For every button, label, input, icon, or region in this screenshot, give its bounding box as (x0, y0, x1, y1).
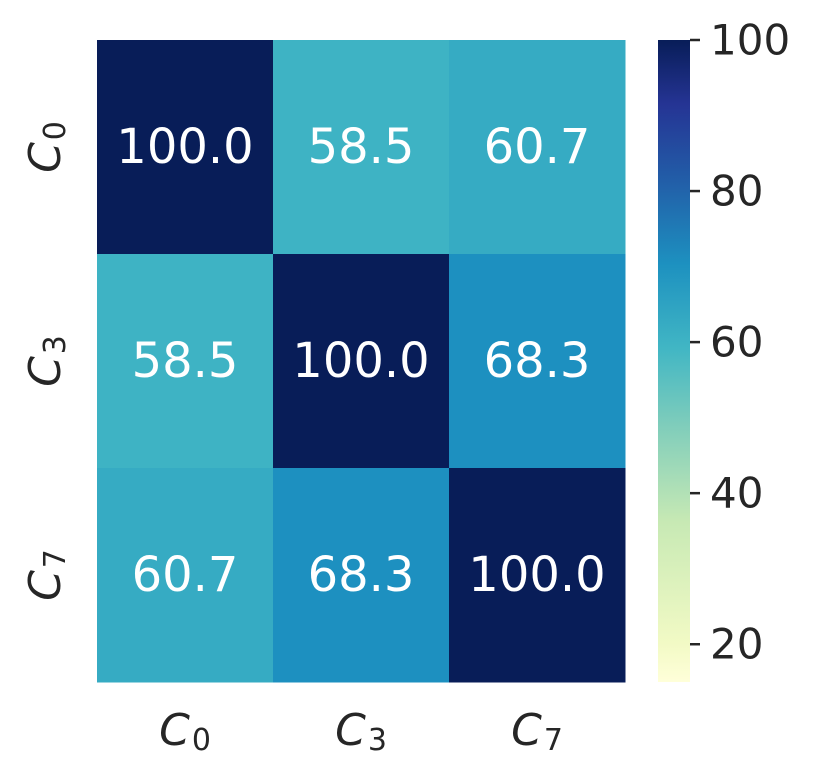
cell-value-label: 100.0 (116, 119, 253, 175)
heatmap-cell (97, 468, 274, 683)
colorbar-tick-label: 20 (710, 620, 763, 669)
cell-value-label: 100.0 (292, 333, 429, 389)
cell-value-label: 58.5 (308, 119, 415, 175)
colorbar-tick-label: 60 (710, 318, 763, 367)
cell-value-label: 100.0 (468, 547, 605, 603)
heatmap-cell (273, 40, 450, 255)
y-tick-label: C0 (20, 121, 73, 173)
heatmap-cell (97, 254, 274, 469)
cell-value-label: 60.7 (132, 547, 239, 603)
cell-value-label: 68.3 (484, 333, 591, 389)
heatmap-cell (449, 254, 626, 469)
x-axis-ticks: C0 C3 C7 (159, 705, 563, 758)
colorbar-tick-label: 100 (710, 16, 790, 65)
heatmap-cells (97, 40, 626, 683)
colorbar-tick-label: 40 (710, 469, 763, 518)
heatmap-cell (97, 40, 274, 255)
y-axis-ticks: C0 C3 C7 (20, 121, 73, 601)
cell-value-label: 58.5 (132, 333, 239, 389)
heatmap-cell (449, 468, 626, 683)
cell-value-label: 68.3 (308, 547, 415, 603)
y-tick-label: C3 (20, 335, 73, 387)
heatmap-cell (273, 468, 450, 683)
heatmap-cell-labels: 100.0 58.5 60.7 58.5 100.0 68.3 60.7 68.3 100.0 (116, 119, 605, 603)
heatmap-cell (449, 40, 626, 255)
colorbar (658, 40, 690, 682)
colorbar-tick-label: 80 (710, 167, 763, 216)
cell-value-label: 60.7 (484, 119, 591, 175)
x-tick-label: C3 (335, 705, 387, 758)
x-tick-label: C0 (159, 705, 211, 758)
heatmap-cell (273, 254, 450, 469)
y-tick-label: C7 (20, 549, 73, 601)
colorbar-ticks: 20 40 60 80 100 (690, 16, 790, 669)
x-tick-label: C7 (511, 705, 563, 758)
